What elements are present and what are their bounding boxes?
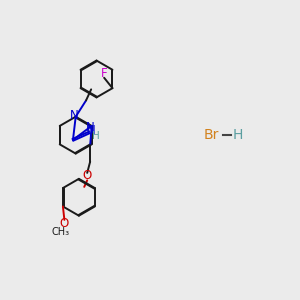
Text: N: N bbox=[86, 121, 94, 134]
Text: N: N bbox=[70, 109, 79, 122]
Text: O: O bbox=[82, 169, 92, 182]
Text: Br: Br bbox=[203, 128, 219, 142]
Text: CH₃: CH₃ bbox=[52, 227, 70, 237]
Text: H: H bbox=[232, 128, 243, 142]
Text: N: N bbox=[86, 124, 95, 137]
Text: F: F bbox=[101, 68, 107, 80]
Text: H: H bbox=[92, 131, 100, 141]
Text: O: O bbox=[60, 217, 69, 230]
